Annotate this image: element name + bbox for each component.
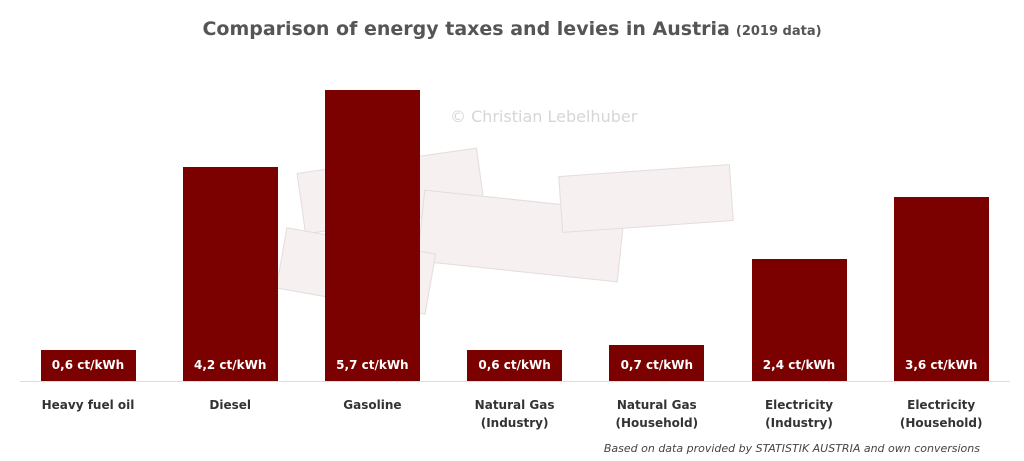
x-tick-label: Heavy fuel oil	[41, 398, 135, 412]
bar	[40, 350, 136, 381]
bar	[609, 345, 705, 381]
x-tick-label: Electricity (Industry)	[764, 398, 834, 430]
x-tick-label: Electricity (Household)	[899, 398, 983, 430]
bar	[467, 350, 563, 381]
x-tick-label: Natural Gas (Household)	[615, 398, 699, 430]
source-note: Based on data provided by STATISTIK AUST…	[603, 442, 980, 455]
watermark: © Christian Lebelhuber	[450, 107, 638, 126]
title-row: Comparison of energy taxes and levies in…	[0, 18, 1024, 40]
bar	[324, 90, 420, 381]
bar	[893, 197, 989, 381]
value-label: 5,7 ct/kWh	[336, 358, 409, 372]
value-label: 4,2 ct/kWh	[193, 358, 267, 372]
bar	[751, 258, 847, 381]
bar	[182, 166, 278, 381]
x-tick-label: Natural Gas (Industry)	[474, 398, 555, 430]
background-paper	[558, 164, 734, 233]
x-tick-label: Diesel	[209, 398, 251, 412]
value-label: 0,6 ct/kWh	[51, 358, 125, 372]
value-label: 3,6 ct/kWh	[904, 358, 978, 372]
baseline	[20, 381, 1010, 382]
x-tick-label: Gasoline	[343, 398, 402, 412]
chart-subtitle: (2019 data)	[735, 24, 822, 39]
value-label: 0,6 ct/kWh	[478, 358, 551, 372]
chart-title: Comparison of energy taxes and levies in…	[202, 18, 730, 40]
value-label: 0,7 ct/kWh	[620, 358, 694, 372]
value-label: 2,4 ct/kWh	[762, 358, 836, 372]
